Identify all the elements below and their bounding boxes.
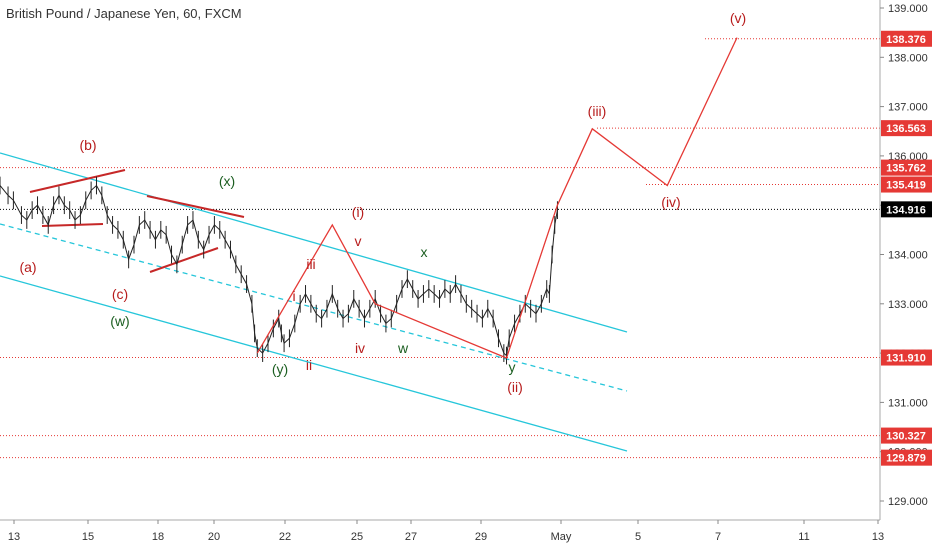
channel-lower-line [0,275,628,452]
x-tick-label: May [551,531,572,543]
price-tag-bg [881,159,932,176]
x-tick-label: 29 [475,531,487,543]
price-tag-label: 131.910 [886,353,926,365]
price-tag-bg [881,349,932,366]
price-tag-label: 138.376 [886,34,926,46]
x-tick-label: 25 [351,531,363,543]
wave-label: (c) [112,286,128,302]
y-tick-label: 133.000 [888,299,928,311]
wave-label: iv [355,340,365,356]
y-tick-label: 137.000 [888,102,928,114]
wave-label: (x) [219,173,235,189]
wave-labels: (a)(b)(c)(w)(x)(y)iiiiiiivv(i)(ii)(iii)(… [19,10,746,395]
price-tag-bg [881,30,932,47]
y-tick-label: 139.000 [888,3,928,15]
x-tick-label: 11 [798,531,809,543]
triangle-line [41,223,104,227]
x-tick-label: 27 [405,531,417,543]
price-tag-bg [881,427,932,444]
x-tick-label: 5 [635,531,641,543]
x-tick-label: 7 [715,531,721,543]
wave-label: v [355,233,362,249]
price-tag-label: 130.327 [886,431,926,443]
wave-label: (i) [352,204,364,220]
triangle-line [146,195,245,218]
y-tick-label: 138.000 [888,52,928,64]
price-tag-label: 135.762 [886,163,926,175]
wave-label: (a) [19,259,36,275]
wave-label: (iv) [661,194,680,210]
price-tag-label: 129.879 [886,453,926,465]
x-tick-label: 13 [8,531,20,543]
price-tag-label: 135.419 [886,180,926,192]
channel-upper-line [0,152,628,333]
x-tick-label: 20 [208,531,220,543]
y-tick-label: 134.000 [888,250,928,262]
wave-label: (y) [272,361,288,377]
y-axis: 129.000130.000131.000132.000133.000134.0… [879,0,932,520]
wave-label: (b) [79,137,96,153]
y-tick-label: 131.000 [888,397,928,409]
y-tick-label: 129.000 [888,496,928,508]
triangle-line [149,247,219,273]
triangle-line [29,169,126,193]
x-tick-label: 18 [152,531,164,543]
wave-label: (v) [730,10,746,26]
price-tag-bg [881,449,932,466]
wave-label: (ii) [507,379,523,395]
x-tick-label: 22 [279,531,291,543]
price-series [0,176,558,365]
wave-label: w [397,340,409,356]
projection-path [256,37,738,359]
price-tag-bg [881,201,932,218]
wave-label: x [421,244,428,260]
x-axis: 13 15 18 20 22 25 27 29 May 5 7 11 13 [0,519,884,543]
price-tag-label: 136.563 [886,123,926,135]
wave-label: (w) [110,313,129,329]
wave-label: (iii) [588,103,607,119]
x-tick-label: 15 [82,531,94,543]
price-tag-bg [881,176,932,193]
price-tag-label: 134.916 [886,204,926,216]
price-level-lines [0,38,880,459]
chart-title: British Pound / Japanese Yen, 60, FXCM [6,6,242,21]
wave-label: ii [306,357,312,373]
channel-mid-line [0,223,628,392]
wave-label: i [292,288,295,304]
price-tag-bg [881,120,932,137]
trend-channels [0,152,628,452]
x-tick-label: 13 [872,531,884,543]
wave-label: iii [306,256,315,272]
price-line [0,184,558,357]
wave-label: y [509,359,516,375]
wave-projection [256,37,738,359]
triangle-lines [29,169,245,273]
